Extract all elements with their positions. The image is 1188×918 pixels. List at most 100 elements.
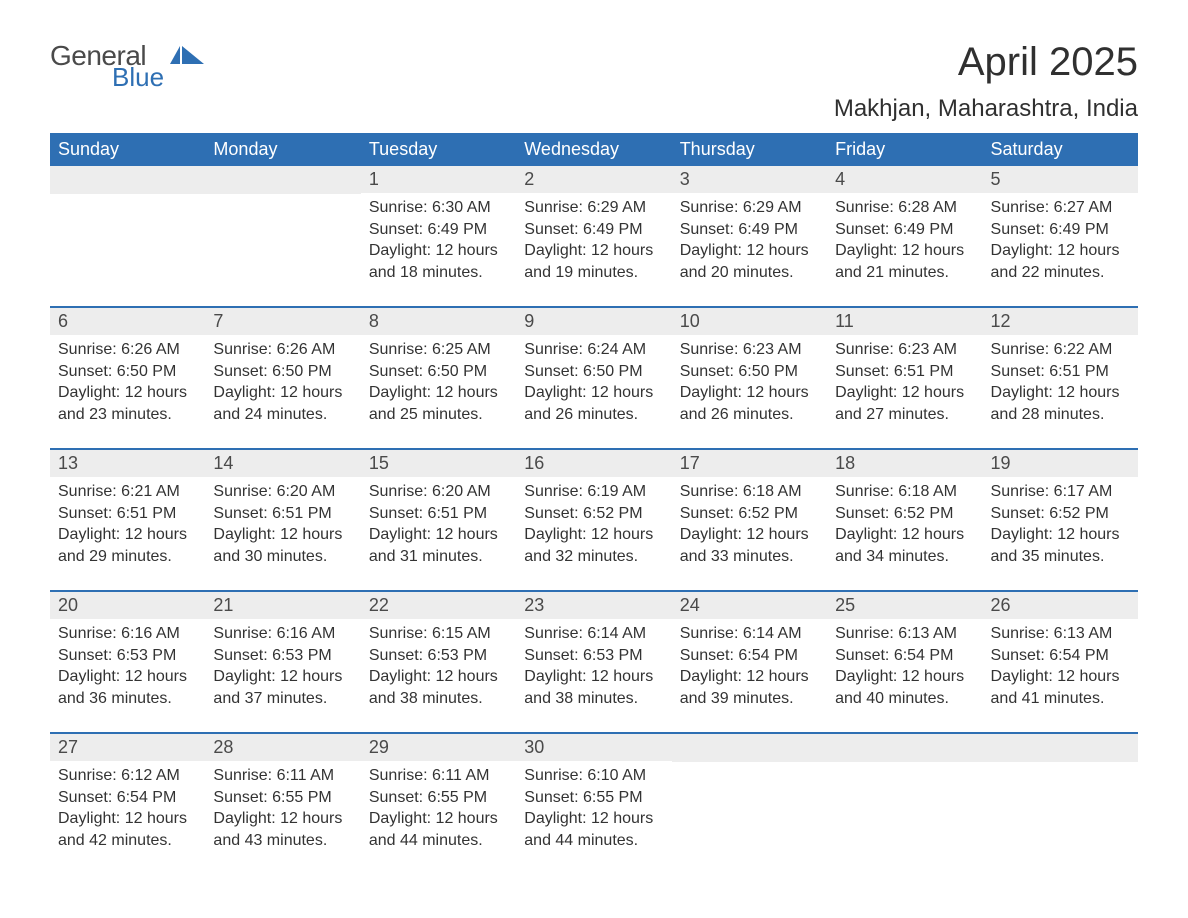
day-number — [50, 166, 205, 194]
title-block: April 2025 Makhjan, Maharashtra, India — [834, 40, 1138, 123]
day-body: Sunrise: 6:18 AMSunset: 6:52 PMDaylight:… — [672, 477, 827, 575]
day-day1: Daylight: 12 hours — [680, 666, 819, 688]
day-sunset: Sunset: 6:51 PM — [213, 503, 352, 525]
day-day2: and 19 minutes. — [524, 262, 663, 284]
day-sunset: Sunset: 6:50 PM — [369, 361, 508, 383]
location-label: Makhjan, Maharashtra, India — [834, 95, 1138, 123]
weeks-container: 1Sunrise: 6:30 AMSunset: 6:49 PMDaylight… — [50, 166, 1138, 874]
day-number: 2 — [516, 166, 671, 193]
day-body: Sunrise: 6:10 AMSunset: 6:55 PMDaylight:… — [516, 761, 671, 859]
day-day2: and 33 minutes. — [680, 546, 819, 568]
day-day2: and 32 minutes. — [524, 546, 663, 568]
day-sunset: Sunset: 6:50 PM — [213, 361, 352, 383]
logo-text-block: General Blue — [50, 40, 164, 93]
day-sunset: Sunset: 6:51 PM — [991, 361, 1130, 383]
day-day1: Daylight: 12 hours — [835, 382, 974, 404]
day-body: Sunrise: 6:29 AMSunset: 6:49 PMDaylight:… — [672, 193, 827, 291]
day-cell — [827, 734, 982, 874]
day-sunset: Sunset: 6:55 PM — [524, 787, 663, 809]
day-body: Sunrise: 6:23 AMSunset: 6:50 PMDaylight:… — [672, 335, 827, 433]
day-day2: and 44 minutes. — [369, 830, 508, 852]
day-sunset: Sunset: 6:53 PM — [58, 645, 197, 667]
day-day1: Daylight: 12 hours — [680, 524, 819, 546]
day-sunrise: Sunrise: 6:19 AM — [524, 481, 663, 503]
day-cell — [672, 734, 827, 874]
day-cell: 11Sunrise: 6:23 AMSunset: 6:51 PMDayligh… — [827, 308, 982, 448]
day-number: 8 — [361, 308, 516, 335]
day-day2: and 25 minutes. — [369, 404, 508, 426]
day-cell: 19Sunrise: 6:17 AMSunset: 6:52 PMDayligh… — [983, 450, 1138, 590]
day-cell: 20Sunrise: 6:16 AMSunset: 6:53 PMDayligh… — [50, 592, 205, 732]
day-day2: and 26 minutes. — [524, 404, 663, 426]
day-number: 18 — [827, 450, 982, 477]
day-day2: and 40 minutes. — [835, 688, 974, 710]
day-body: Sunrise: 6:17 AMSunset: 6:52 PMDaylight:… — [983, 477, 1138, 575]
day-sunrise: Sunrise: 6:28 AM — [835, 197, 974, 219]
day-sunrise: Sunrise: 6:12 AM — [58, 765, 197, 787]
day-sunrise: Sunrise: 6:29 AM — [524, 197, 663, 219]
day-cell: 5Sunrise: 6:27 AMSunset: 6:49 PMDaylight… — [983, 166, 1138, 306]
day-body: Sunrise: 6:30 AMSunset: 6:49 PMDaylight:… — [361, 193, 516, 291]
day-number: 11 — [827, 308, 982, 335]
day-sunrise: Sunrise: 6:24 AM — [524, 339, 663, 361]
day-sunrise: Sunrise: 6:30 AM — [369, 197, 508, 219]
day-sunrise: Sunrise: 6:20 AM — [213, 481, 352, 503]
day-sunrise: Sunrise: 6:23 AM — [680, 339, 819, 361]
day-body: Sunrise: 6:27 AMSunset: 6:49 PMDaylight:… — [983, 193, 1138, 291]
day-number — [205, 166, 360, 194]
day-sunrise: Sunrise: 6:29 AM — [680, 197, 819, 219]
day-sunset: Sunset: 6:49 PM — [680, 219, 819, 241]
day-day2: and 22 minutes. — [991, 262, 1130, 284]
day-number: 29 — [361, 734, 516, 761]
day-sunrise: Sunrise: 6:18 AM — [835, 481, 974, 503]
day-number: 24 — [672, 592, 827, 619]
day-day1: Daylight: 12 hours — [835, 240, 974, 262]
day-cell: 4Sunrise: 6:28 AMSunset: 6:49 PMDaylight… — [827, 166, 982, 306]
day-number: 6 — [50, 308, 205, 335]
day-day1: Daylight: 12 hours — [991, 666, 1130, 688]
day-sunrise: Sunrise: 6:11 AM — [213, 765, 352, 787]
day-day1: Daylight: 12 hours — [524, 808, 663, 830]
day-cell: 22Sunrise: 6:15 AMSunset: 6:53 PMDayligh… — [361, 592, 516, 732]
day-day1: Daylight: 12 hours — [524, 524, 663, 546]
day-day1: Daylight: 12 hours — [991, 524, 1130, 546]
day-number — [983, 734, 1138, 762]
day-sunrise: Sunrise: 6:16 AM — [58, 623, 197, 645]
weekday-header: Monday — [205, 133, 360, 166]
day-cell: 13Sunrise: 6:21 AMSunset: 6:51 PMDayligh… — [50, 450, 205, 590]
day-day1: Daylight: 12 hours — [835, 524, 974, 546]
day-number — [672, 734, 827, 762]
day-day2: and 30 minutes. — [213, 546, 352, 568]
day-number: 7 — [205, 308, 360, 335]
week-row: 6Sunrise: 6:26 AMSunset: 6:50 PMDaylight… — [50, 306, 1138, 448]
day-number: 10 — [672, 308, 827, 335]
day-sunset: Sunset: 6:53 PM — [524, 645, 663, 667]
day-day1: Daylight: 12 hours — [369, 240, 508, 262]
day-day2: and 38 minutes. — [524, 688, 663, 710]
day-day1: Daylight: 12 hours — [58, 808, 197, 830]
day-cell: 17Sunrise: 6:18 AMSunset: 6:52 PMDayligh… — [672, 450, 827, 590]
day-day1: Daylight: 12 hours — [524, 666, 663, 688]
day-cell: 26Sunrise: 6:13 AMSunset: 6:54 PMDayligh… — [983, 592, 1138, 732]
day-sunrise: Sunrise: 6:13 AM — [835, 623, 974, 645]
day-day2: and 29 minutes. — [58, 546, 197, 568]
day-number: 4 — [827, 166, 982, 193]
day-day1: Daylight: 12 hours — [991, 240, 1130, 262]
day-number: 25 — [827, 592, 982, 619]
day-day1: Daylight: 12 hours — [369, 808, 508, 830]
day-body: Sunrise: 6:29 AMSunset: 6:49 PMDaylight:… — [516, 193, 671, 291]
day-number: 20 — [50, 592, 205, 619]
day-day1: Daylight: 12 hours — [835, 666, 974, 688]
day-number: 27 — [50, 734, 205, 761]
day-day2: and 35 minutes. — [991, 546, 1130, 568]
day-sunset: Sunset: 6:51 PM — [835, 361, 974, 383]
day-body: Sunrise: 6:11 AMSunset: 6:55 PMDaylight:… — [361, 761, 516, 859]
day-cell: 30Sunrise: 6:10 AMSunset: 6:55 PMDayligh… — [516, 734, 671, 874]
weekday-header: Tuesday — [361, 133, 516, 166]
day-body: Sunrise: 6:20 AMSunset: 6:51 PMDaylight:… — [205, 477, 360, 575]
day-number: 26 — [983, 592, 1138, 619]
day-number: 30 — [516, 734, 671, 761]
day-cell: 2Sunrise: 6:29 AMSunset: 6:49 PMDaylight… — [516, 166, 671, 306]
day-sunset: Sunset: 6:52 PM — [524, 503, 663, 525]
weekday-header: Wednesday — [516, 133, 671, 166]
